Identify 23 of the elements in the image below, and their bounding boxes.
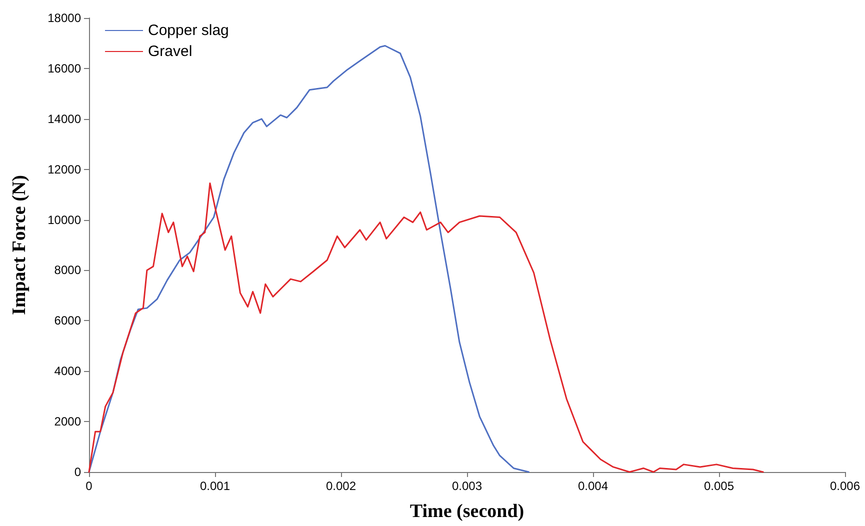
y-tick-label: 0 — [74, 465, 82, 479]
legend-label: Copper slag — [148, 22, 229, 39]
x-tick-label: 0.006 — [830, 479, 860, 493]
y-tick-label: 6000 — [54, 314, 82, 328]
line-series — [88, 44, 530, 473]
x-tick-label: 0.003 — [452, 479, 482, 493]
y-tick-label: 14000 — [48, 112, 82, 126]
y-tick-label: 12000 — [48, 162, 82, 176]
line-series — [88, 182, 764, 473]
x-tick-label: 0.005 — [704, 479, 734, 493]
x-tick-label: 0.004 — [578, 479, 608, 493]
y-tick-label: 4000 — [54, 364, 82, 378]
y-tick-label: 18000 — [48, 11, 82, 25]
y-tick-label: 16000 — [48, 61, 82, 76]
x-tick-label: 0.002 — [326, 479, 356, 493]
x-tick-label: 0.001 — [200, 479, 230, 493]
x-axis-title: Time (second) — [410, 501, 524, 522]
x-tick-label: 0 — [86, 479, 93, 493]
y-tick-label: 2000 — [54, 414, 82, 429]
y-tick-label: 8000 — [54, 263, 82, 278]
y-axis-title: Impact Force (N) — [9, 175, 30, 315]
legend-label: Gravel — [148, 43, 192, 60]
y-tick-label: 10000 — [48, 212, 82, 227]
